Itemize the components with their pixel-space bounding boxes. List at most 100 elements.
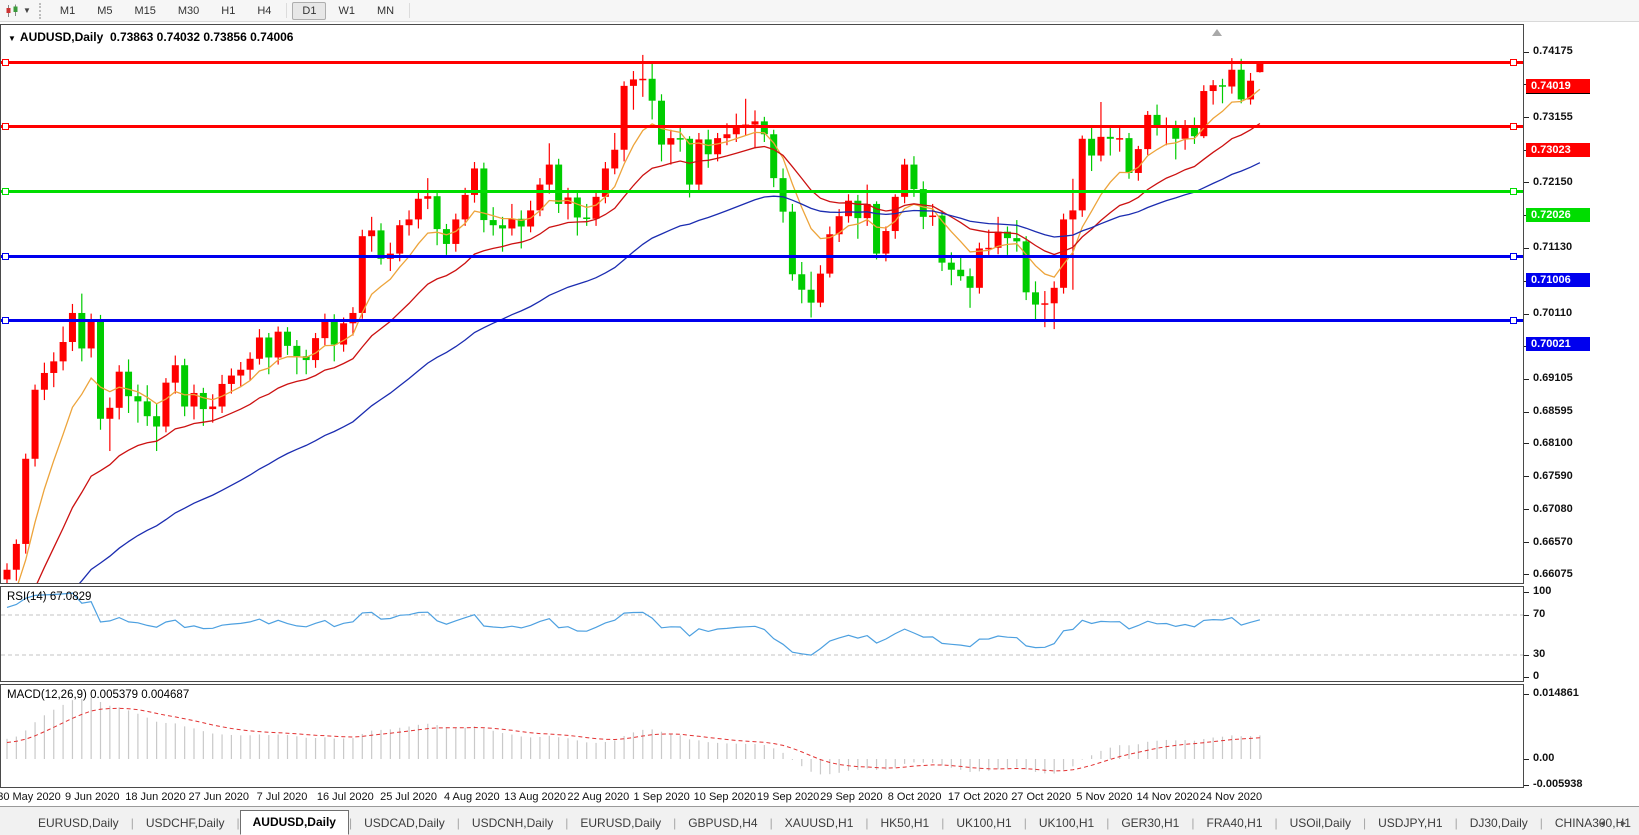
price-horizontal-line[interactable] [1, 125, 1523, 129]
symbol-title: AUDUSD,Daily [19, 30, 104, 44]
chart-tab[interactable]: CHINA300,H1 [1554, 816, 1631, 830]
rsi-axis[interactable]: 100 70 30 0 [1524, 585, 1639, 682]
macd-chart[interactable] [1, 685, 1523, 787]
chart-tab[interactable]: USDCAD,Daily [364, 816, 445, 830]
tab-divider: | [565, 816, 569, 830]
macd-label: MACD(12,26,9) 0.005379 0.004687 [7, 689, 190, 701]
chart-tab[interactable]: EURUSD,Daily [580, 816, 662, 830]
price-horizontal-line[interactable] [1, 319, 1523, 322]
rsi-label: RSI(14) 67.0829 [7, 591, 92, 603]
timeframe-button-m30[interactable]: M30 [177, 4, 200, 17]
hline-handle[interactable] [1510, 123, 1517, 131]
chart-tab[interactable]: USDJPY,H1 [1378, 816, 1443, 830]
date-label: 9 Jun 2020 [65, 791, 120, 803]
date-label: 19 Sep 2020 [756, 791, 820, 803]
price-tick-label: 0.71130 [1533, 241, 1573, 254]
chart-tab[interactable]: AUDUSD,Daily [239, 810, 349, 835]
chevron-down-icon[interactable]: ▼ [23, 6, 31, 15]
date-label: 16 Jul 2020 [316, 791, 374, 803]
chart-shift-marker[interactable] [1212, 29, 1222, 36]
date-label: 18 Jun 2020 [125, 791, 186, 803]
price-tick [1524, 247, 1529, 249]
chart-tab[interactable]: HK50,H1 [880, 816, 930, 830]
medium-ma-line [36, 122, 1261, 583]
price-tick [1524, 313, 1529, 315]
chart-tab[interactable]: USOil,Daily [1289, 816, 1351, 830]
chart-tab[interactable]: XAUUSD,H1 [784, 816, 854, 830]
rsi-tick [1524, 591, 1529, 593]
rsi-tick-label: 100 [1533, 585, 1552, 597]
date-label: 4 Aug 2020 [443, 791, 500, 803]
chart-tab[interactable]: DJ30,Daily [1469, 816, 1528, 830]
timeframe-button-m5[interactable]: M5 [97, 4, 113, 17]
hline-handle[interactable] [1510, 317, 1517, 324]
tab-scroll-right-icon[interactable]: ► [1619, 818, 1633, 828]
rsi-tick [1524, 614, 1529, 616]
toolbar-separator [286, 3, 288, 18]
timeframe-button-group: M1 M5 M15 M30 H1 H4 D1 W1 MN [49, 1, 414, 20]
date-label: 22 Aug 2020 [567, 791, 630, 803]
date-label: 25 Jul 2020 [380, 791, 437, 803]
price-line-axis-label: 0.71006 [1526, 273, 1590, 288]
timeframe-button-m15[interactable]: M15 [134, 4, 156, 17]
timeframe-button-d1[interactable]: D1 [292, 1, 327, 20]
chart-tab[interactable]: GER30,H1 [1121, 816, 1180, 830]
candlestick-chart[interactable] [1, 25, 1523, 583]
hline-handle[interactable] [1510, 187, 1517, 195]
price-tick-label: 0.72150 [1533, 175, 1573, 188]
macd-axis[interactable]: 0.014861 0.00 -0.005938 [1524, 684, 1639, 790]
toolbar-separator [409, 3, 411, 18]
date-label: 27 Jun 2020 [188, 791, 250, 803]
chart-tab[interactable]: USDCHF,Daily [145, 816, 225, 830]
timeframe-button-m1[interactable]: M1 [59, 4, 76, 17]
chart-tab[interactable]: EURUSD,Daily [38, 816, 119, 830]
price-tick [1524, 182, 1529, 184]
chart-tab[interactable]: GBPUSD,H4 [688, 816, 758, 830]
hline-handle[interactable] [2, 123, 9, 131]
date-label: 30 May 2020 [0, 791, 61, 803]
price-axis[interactable]: 0.741750.736650.731550.726450.721500.716… [1524, 24, 1639, 584]
price-tick-label: 0.74175 [1533, 45, 1573, 57]
date-label: 8 Oct 2020 [887, 791, 942, 803]
timeframe-button-w1[interactable]: W1 [338, 4, 355, 17]
toolbar-grip-handle[interactable] [38, 2, 41, 19]
price-tick-label: 0.70110 [1533, 307, 1573, 320]
tab-scroll-buttons: ◄ ► [1598, 818, 1633, 828]
date-label: 10 Sep 2020 [693, 791, 757, 803]
tab-divider: | [1023, 816, 1027, 830]
timeframe-button-mn[interactable]: MN [376, 4, 395, 17]
chart-tab[interactable]: UK100,H1 [956, 816, 1012, 830]
hline-handle[interactable] [2, 59, 9, 67]
price-line-axis-label: 0.73023 [1526, 143, 1590, 158]
timeframe-button-h4[interactable]: H4 [257, 4, 272, 17]
price-tick-label: 0.66570 [1533, 535, 1573, 548]
hline-handle[interactable] [2, 187, 9, 195]
chart-tab[interactable]: FRA40,H1 [1206, 816, 1263, 830]
candlestick-chart-icon[interactable] [4, 3, 22, 19]
hline-handle[interactable] [1510, 59, 1517, 67]
tab-divider: | [1362, 816, 1367, 830]
tab-divider: | [130, 816, 134, 830]
chart-tab[interactable]: UK100,H1 [1038, 816, 1095, 830]
hline-handle[interactable] [2, 317, 9, 324]
price-horizontal-line[interactable] [1, 255, 1523, 259]
price-horizontal-line[interactable] [1, 189, 1523, 193]
price-tick [1524, 117, 1529, 119]
hline-handle[interactable] [2, 253, 9, 261]
macd-tick [1524, 758, 1529, 760]
tab-divider: | [769, 816, 773, 830]
price-horizontal-line[interactable] [1, 61, 1523, 65]
tab-scroll-left-icon[interactable]: ◄ [1597, 818, 1612, 828]
date-label: 29 Sep 2020 [820, 791, 883, 803]
time-axis[interactable]: 30 May 2020 9 Jun 2020 18 Jun 2020 27 Jun 2… [0, 788, 1524, 806]
chart-tab[interactable]: USDCNH,Daily [471, 816, 554, 830]
rsi-tick-label: 0 [1533, 670, 1540, 682]
timeframe-button-h1[interactable]: H1 [221, 4, 236, 17]
date-label: 1 Sep 2020 [633, 791, 690, 803]
price-chart-panel[interactable] [0, 24, 1524, 584]
macd-indicator-panel[interactable]: MACD(12,26,9) 0.005379 0.004687 [0, 684, 1524, 788]
price-tick-label: 0.67590 [1533, 469, 1573, 482]
rsi-indicator-panel[interactable]: RSI(14) 67.0829 [0, 586, 1524, 682]
rsi-chart[interactable] [1, 587, 1523, 681]
hline-handle[interactable] [1510, 253, 1517, 261]
